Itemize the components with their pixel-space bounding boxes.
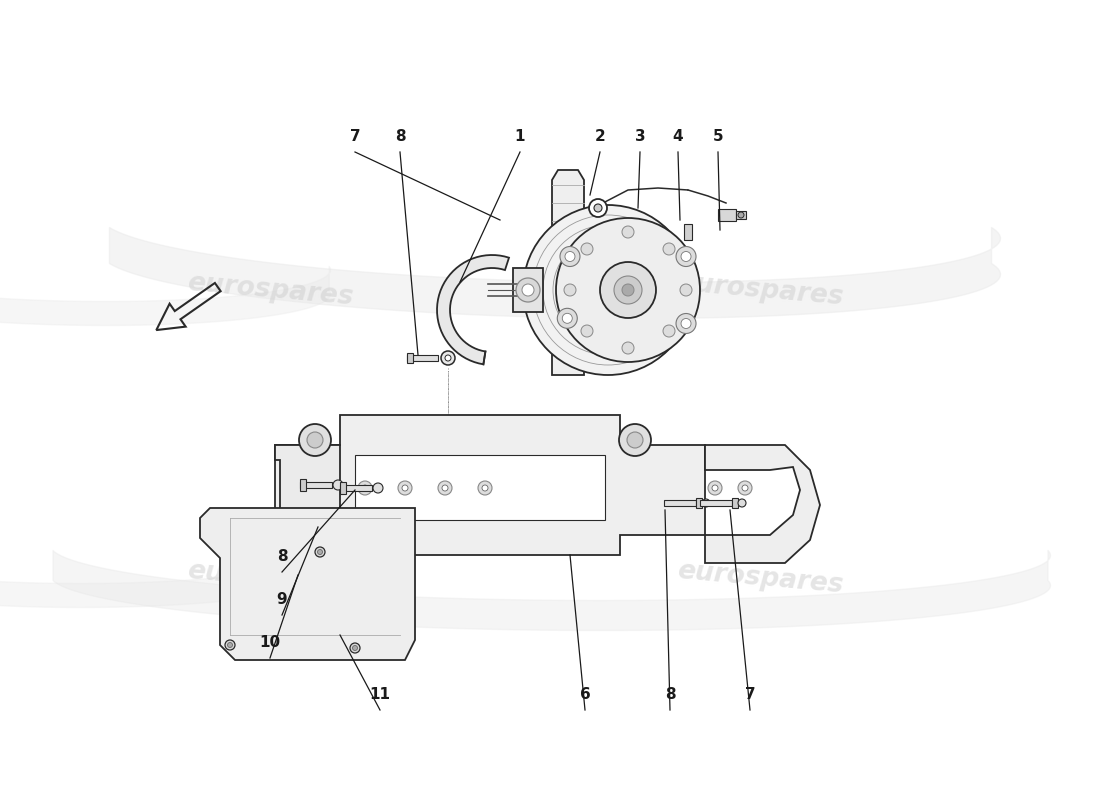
Text: 5: 5 (713, 129, 724, 144)
Circle shape (676, 246, 696, 266)
Circle shape (564, 284, 576, 296)
Circle shape (362, 485, 369, 491)
Text: 7: 7 (350, 129, 361, 144)
Polygon shape (664, 500, 696, 506)
Circle shape (315, 547, 324, 557)
Polygon shape (718, 209, 736, 221)
Polygon shape (355, 455, 605, 520)
Circle shape (627, 432, 644, 448)
Circle shape (708, 481, 722, 495)
Text: eurospares: eurospares (186, 270, 354, 310)
Text: eurospares: eurospares (675, 270, 844, 310)
Polygon shape (407, 355, 438, 361)
Circle shape (600, 262, 656, 318)
Circle shape (556, 218, 700, 362)
Polygon shape (437, 255, 509, 364)
Circle shape (441, 351, 455, 365)
Text: 2: 2 (595, 129, 605, 144)
Polygon shape (552, 170, 584, 375)
Polygon shape (732, 498, 738, 508)
Polygon shape (684, 224, 692, 240)
Circle shape (676, 314, 696, 334)
Circle shape (398, 481, 412, 495)
Circle shape (614, 276, 642, 304)
Text: 1: 1 (515, 129, 526, 144)
Circle shape (738, 481, 752, 495)
Text: 6: 6 (580, 687, 591, 702)
Text: eurospares: eurospares (675, 558, 844, 598)
Polygon shape (340, 482, 346, 494)
Polygon shape (407, 353, 412, 363)
Circle shape (333, 480, 343, 490)
Circle shape (358, 481, 372, 495)
Circle shape (562, 314, 572, 323)
Circle shape (581, 325, 593, 337)
Circle shape (446, 355, 451, 361)
Circle shape (588, 199, 607, 217)
Polygon shape (200, 508, 415, 660)
Circle shape (594, 204, 602, 212)
Circle shape (681, 318, 691, 329)
Circle shape (228, 642, 232, 647)
Text: 11: 11 (370, 687, 390, 702)
Circle shape (226, 640, 235, 650)
Circle shape (350, 643, 360, 653)
Circle shape (299, 424, 331, 456)
Polygon shape (700, 500, 732, 506)
Polygon shape (300, 482, 332, 488)
Circle shape (742, 485, 748, 491)
Text: 8: 8 (664, 687, 675, 702)
Circle shape (318, 550, 322, 554)
Text: 8: 8 (277, 549, 287, 564)
Text: 8: 8 (395, 129, 405, 144)
Circle shape (438, 481, 452, 495)
Polygon shape (300, 479, 306, 491)
Circle shape (663, 325, 675, 337)
Polygon shape (275, 445, 340, 555)
Circle shape (565, 251, 575, 262)
Polygon shape (696, 498, 702, 508)
Circle shape (681, 251, 691, 262)
Polygon shape (736, 211, 746, 219)
Circle shape (663, 243, 675, 255)
Circle shape (478, 481, 492, 495)
Circle shape (307, 432, 323, 448)
Circle shape (373, 483, 383, 493)
Circle shape (352, 646, 358, 650)
Text: eurospares: eurospares (186, 558, 354, 598)
Polygon shape (275, 415, 705, 555)
Circle shape (680, 284, 692, 296)
Circle shape (621, 342, 634, 354)
Polygon shape (513, 268, 543, 312)
Circle shape (522, 205, 693, 375)
Text: 9: 9 (277, 592, 287, 607)
Text: 3: 3 (635, 129, 646, 144)
Text: 4: 4 (673, 129, 683, 144)
Circle shape (738, 212, 744, 218)
Circle shape (402, 485, 408, 491)
Text: 7: 7 (745, 687, 756, 702)
Circle shape (738, 499, 746, 507)
Circle shape (516, 278, 540, 302)
Circle shape (558, 308, 578, 328)
Text: 10: 10 (260, 635, 280, 650)
Circle shape (702, 499, 710, 507)
Circle shape (442, 485, 448, 491)
Circle shape (560, 246, 580, 266)
Polygon shape (340, 485, 372, 491)
Circle shape (621, 284, 634, 296)
Circle shape (581, 243, 593, 255)
Circle shape (482, 485, 488, 491)
Circle shape (712, 485, 718, 491)
Circle shape (621, 226, 634, 238)
Circle shape (619, 424, 651, 456)
Polygon shape (705, 445, 820, 563)
Circle shape (522, 284, 534, 296)
